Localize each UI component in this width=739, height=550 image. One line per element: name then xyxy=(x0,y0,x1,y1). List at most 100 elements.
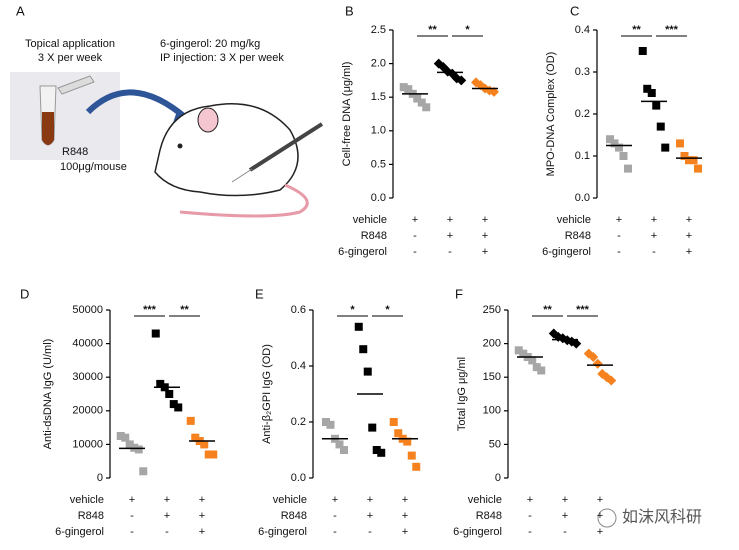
data-point xyxy=(685,156,693,165)
significance-label: * xyxy=(465,24,470,36)
condition-sign: + xyxy=(402,510,408,522)
data-point xyxy=(638,47,647,55)
y-tick-label: 2.5 xyxy=(371,24,386,36)
significance-label: ** xyxy=(632,24,641,36)
condition-sign: - xyxy=(652,246,656,258)
data-point xyxy=(588,352,599,363)
data-point xyxy=(404,85,413,94)
condition-sign: - xyxy=(617,230,621,242)
mouse-body xyxy=(154,103,299,197)
y-axis-label: Anti-β₂GPI IgG (OD) xyxy=(261,344,273,444)
condition-sign: + xyxy=(199,494,205,506)
condition-sign: + xyxy=(199,526,205,538)
condition-sign: + xyxy=(367,510,373,522)
y-axis-label: Anti-dsDNA IgG (U/ml) xyxy=(42,339,54,450)
panel-letter: C xyxy=(570,3,579,18)
condition-sign: - xyxy=(617,246,621,258)
significance-label: ** xyxy=(180,304,189,316)
panel-letter: E xyxy=(255,286,264,301)
y-tick-label: 100 xyxy=(483,405,501,417)
y-tick-label: 0.3 xyxy=(575,66,590,78)
condition-name: R848 xyxy=(78,510,104,522)
condition-sign: - xyxy=(368,526,372,538)
y-tick-label: 50 xyxy=(489,438,501,450)
y-tick-label: 0.0 xyxy=(371,192,386,204)
data-point xyxy=(689,156,698,165)
data-point xyxy=(377,448,386,457)
data-point xyxy=(656,122,665,131)
condition-sign: + xyxy=(527,494,533,506)
tube-liquid xyxy=(42,112,54,145)
y-tick-label: 0.5 xyxy=(371,158,386,170)
data-point xyxy=(571,338,582,349)
condition-sign: - xyxy=(528,510,532,522)
condition-sign: - xyxy=(563,526,567,538)
panel-letter: F xyxy=(455,286,463,301)
condition-name: 6-gingerol xyxy=(338,246,387,258)
significance-label: *** xyxy=(665,24,679,36)
condition-sign: + xyxy=(562,510,568,522)
condition-sign: - xyxy=(333,526,337,538)
condition-sign: + xyxy=(597,494,603,506)
data-point xyxy=(394,429,403,438)
protocol-text: IP injection: 3 X per week xyxy=(160,52,284,64)
data-point xyxy=(156,379,165,388)
condition-sign: - xyxy=(130,510,134,522)
condition-sign: + xyxy=(164,510,170,522)
condition-sign: + xyxy=(686,230,692,242)
condition-sign: + xyxy=(597,526,603,538)
data-point xyxy=(368,423,377,432)
y-tick-label: 0.0 xyxy=(291,472,306,484)
panel: E Anti-β₂GPI IgG (OD) 0.0 0.2 0.4 0.6 * * vehicl… xyxy=(255,286,421,538)
condition-sign: + xyxy=(562,494,568,506)
data-point xyxy=(363,367,372,376)
data-point xyxy=(125,440,134,449)
y-tick-label: 50000 xyxy=(72,304,103,316)
condition-sign: - xyxy=(448,246,452,258)
y-tick-label: 1.5 xyxy=(371,91,386,103)
protocol-text: 6-gingerol: 20 mg/kg xyxy=(160,38,260,50)
arrow xyxy=(85,89,188,121)
panel-a: A Topical application 3 X per week 6-gin… xyxy=(10,3,324,218)
data-point xyxy=(615,143,623,152)
y-tick-label: 1.0 xyxy=(371,125,386,137)
needle xyxy=(231,168,253,183)
data-point xyxy=(169,400,178,409)
significance-label: *** xyxy=(143,304,157,316)
y-tick-label: 40000 xyxy=(72,338,103,350)
y-tick-label: 200 xyxy=(483,338,501,350)
data-point xyxy=(403,437,412,446)
data-point xyxy=(537,366,546,375)
condition-sign: + xyxy=(482,246,488,258)
condition-sign: + xyxy=(129,494,135,506)
protocol-text: Topical application xyxy=(25,38,115,50)
data-point xyxy=(407,451,416,460)
data-point xyxy=(652,101,661,110)
y-tick-label: 250 xyxy=(483,304,501,316)
condition-name: R848 xyxy=(361,230,387,242)
data-point xyxy=(335,440,344,449)
panel: D Anti-dsDNA IgG (U/ml) 0 10000 20000 30000 40… xyxy=(20,286,218,538)
condition-sign: + xyxy=(367,494,373,506)
condition-name: vehicle xyxy=(468,494,502,506)
condition-name: 6-gingerol xyxy=(55,526,104,538)
y-tick-label: 0.4 xyxy=(575,24,590,36)
condition-name: 6-gingerol xyxy=(453,526,502,538)
data-point xyxy=(186,416,195,425)
y-tick-label: 20000 xyxy=(72,405,103,417)
y-axis-label: Total IgG μg/ml xyxy=(456,357,468,431)
data-point xyxy=(606,135,614,144)
condition-name: R848 xyxy=(565,230,591,242)
condition-sign: + xyxy=(164,494,170,506)
data-point xyxy=(514,346,523,355)
data-point xyxy=(624,164,632,173)
y-tick-label: 0 xyxy=(97,472,103,484)
pipette xyxy=(57,75,95,95)
data-point xyxy=(326,420,335,429)
dose-text: 100μg/mouse xyxy=(60,161,127,173)
condition-sign: + xyxy=(412,214,418,226)
data-point xyxy=(372,446,381,454)
data-point xyxy=(412,462,421,471)
data-point xyxy=(619,152,628,160)
